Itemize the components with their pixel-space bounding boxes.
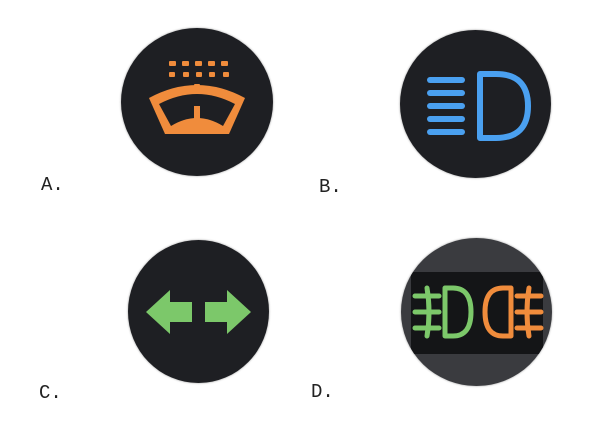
option-d-label: D. [311, 381, 334, 403]
option-b-indicator [400, 30, 551, 178]
option-a-indicator [121, 28, 273, 176]
option-b-label: B. [319, 176, 342, 198]
option-a-label: A. [41, 174, 64, 196]
windshield-washer-icon [149, 61, 245, 134]
turn-signal-arrows-icon [146, 290, 251, 334]
option-d-indicator [401, 238, 552, 386]
option-c-indicator [128, 240, 269, 383]
front-rear-fog-lights-icon [411, 272, 544, 354]
high-beam-headlight-icon [427, 71, 531, 141]
option-c-label: C. [39, 382, 62, 404]
